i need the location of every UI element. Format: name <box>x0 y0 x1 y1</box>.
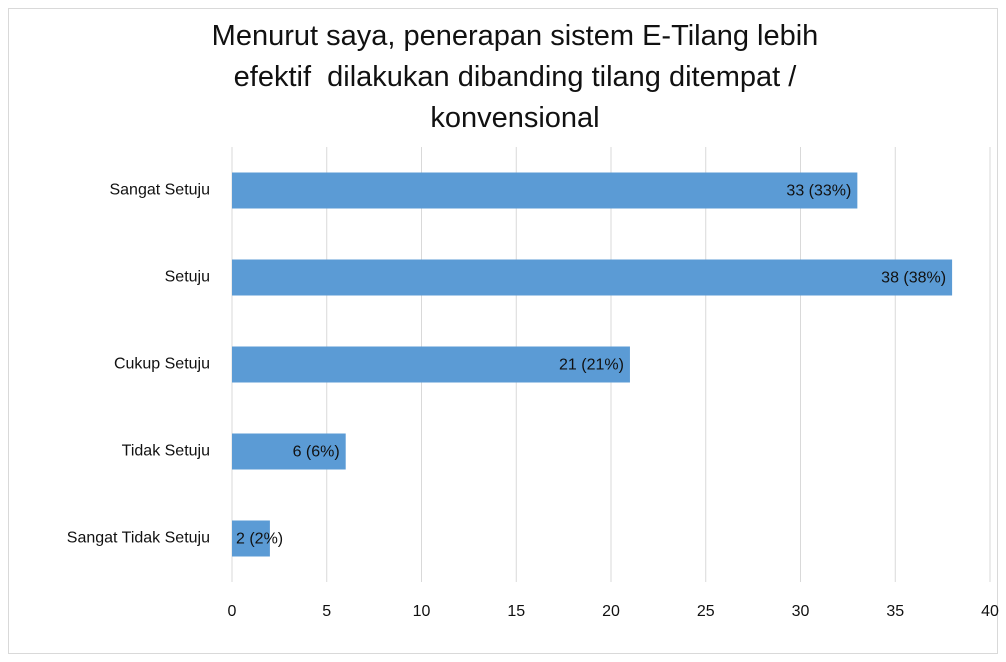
data-label: 33 (33%) <box>786 183 851 200</box>
y-tick-label: Sangat Tidak Setuju <box>67 530 210 547</box>
y-tick-label: Setuju <box>165 269 210 286</box>
data-label: 2 (2%) <box>236 531 283 548</box>
x-tick-label: 40 <box>981 603 999 620</box>
bar <box>232 433 346 470</box>
data-label: 6 (6%) <box>293 444 340 461</box>
x-tick-label: 35 <box>886 603 904 620</box>
y-tick-label: Tidak Setuju <box>122 443 210 460</box>
x-tick-label: 25 <box>697 603 715 620</box>
data-label: 38 (38%) <box>881 270 946 287</box>
x-tick-label: 15 <box>507 603 525 620</box>
bar <box>232 346 630 383</box>
bar <box>232 520 270 557</box>
bar <box>232 172 858 209</box>
x-tick-label: 20 <box>602 603 620 620</box>
bar <box>232 259 953 296</box>
y-tick-label: Cukup Setuju <box>114 356 210 373</box>
x-tick-label: 30 <box>792 603 810 620</box>
data-label: 21 (21%) <box>559 357 624 374</box>
chart-border <box>8 8 998 654</box>
chart-title: Menurut saya, penerapan sistem E-Tilang … <box>211 20 819 134</box>
y-tick-label: Sangat Setuju <box>109 182 210 199</box>
x-tick-label: 10 <box>413 603 431 620</box>
x-tick-label: 0 <box>228 603 237 620</box>
x-tick-label: 5 <box>322 603 331 620</box>
